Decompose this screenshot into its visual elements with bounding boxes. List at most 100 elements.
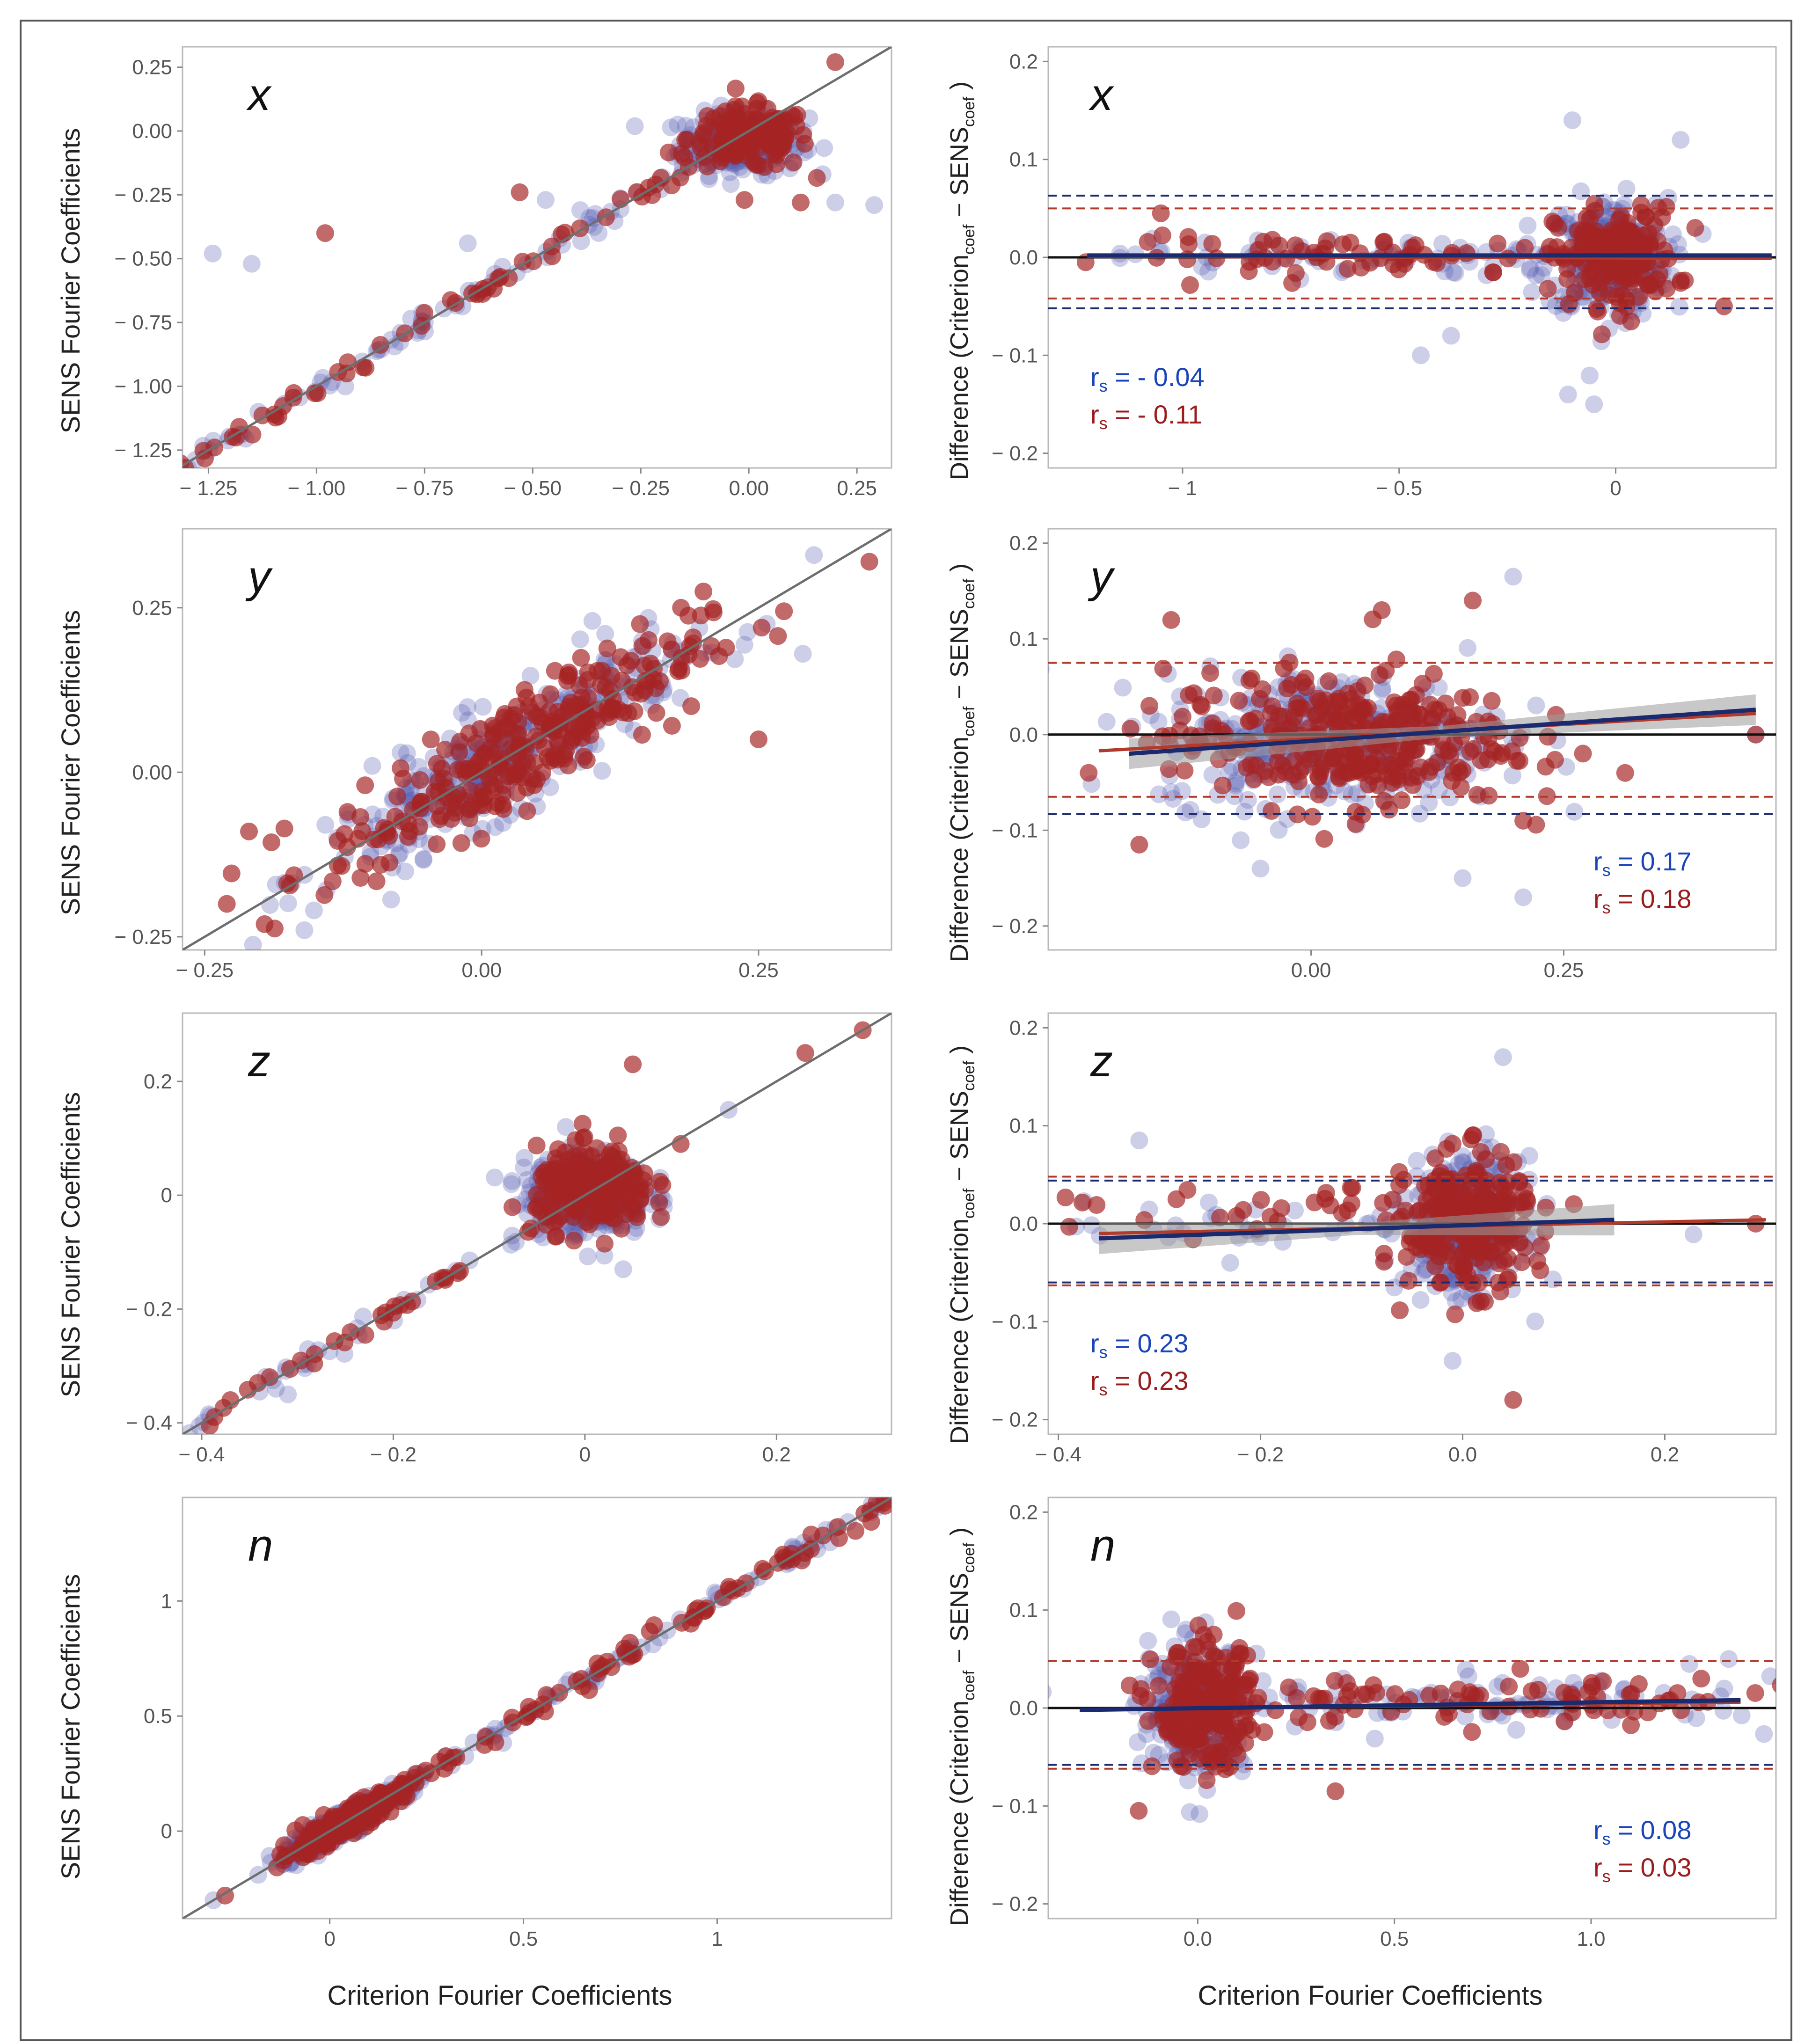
y-tick-label: − 0.75 bbox=[114, 311, 172, 334]
data-point-red bbox=[1489, 234, 1507, 253]
data-point-red bbox=[391, 1792, 409, 1810]
data-point-blue bbox=[1199, 263, 1217, 281]
panel-title: x bbox=[1089, 70, 1114, 120]
data-point-red bbox=[404, 801, 422, 819]
data-point-red bbox=[1396, 762, 1414, 780]
y-tick-label: 0.0 bbox=[1009, 246, 1038, 269]
data-point-red bbox=[1477, 1150, 1495, 1168]
data-point-red bbox=[1240, 672, 1258, 690]
data-point-red bbox=[682, 697, 701, 715]
data-point-red bbox=[1176, 761, 1194, 780]
y-tick-label: 0 bbox=[161, 1184, 172, 1207]
data-point-red bbox=[1307, 706, 1325, 724]
data-point-red bbox=[1315, 754, 1333, 772]
data-point-blue bbox=[279, 1385, 297, 1403]
data-point-red bbox=[494, 800, 512, 818]
data-point-red bbox=[802, 1540, 820, 1558]
data-point-blue bbox=[1572, 182, 1590, 200]
panel-x-scatter: − 1.25− 1.00− 0.75− 0.50− 0.25 0.00 0.25− … bbox=[114, 46, 892, 500]
data-point-red bbox=[672, 1135, 690, 1153]
data-point-red bbox=[796, 1044, 814, 1062]
data-point-red bbox=[880, 1497, 890, 1499]
data-point-blue bbox=[1459, 1667, 1477, 1686]
identity-line bbox=[183, 47, 891, 467]
data-point-red bbox=[261, 1368, 279, 1386]
data-point-red bbox=[623, 1646, 642, 1664]
data-point-blue bbox=[1420, 794, 1438, 812]
data-point-red bbox=[505, 706, 523, 724]
y-tick-label: 0.5 bbox=[144, 1705, 172, 1728]
data-point-red bbox=[598, 639, 616, 657]
data-point-blue bbox=[1223, 758, 1241, 776]
data-point-red bbox=[573, 1115, 592, 1133]
x-tick-label: 0.00 bbox=[1291, 959, 1331, 982]
data-point-blue bbox=[1411, 1291, 1430, 1309]
data-point-red bbox=[573, 688, 591, 707]
data-point-red bbox=[356, 854, 374, 873]
data-point-blue bbox=[1191, 1805, 1209, 1823]
data-point-blue bbox=[1559, 386, 1577, 404]
data-point-red bbox=[1558, 260, 1577, 278]
data-point-red bbox=[329, 832, 347, 850]
data-point-red bbox=[659, 143, 678, 161]
data-point-red bbox=[613, 1173, 631, 1191]
data-point-red bbox=[1457, 244, 1476, 263]
data-point-red bbox=[650, 1194, 668, 1212]
data-point-red bbox=[1178, 1181, 1197, 1199]
data-point-red bbox=[1478, 1235, 1497, 1253]
y-tick-label: − 0.50 bbox=[114, 248, 172, 270]
data-point-red bbox=[1181, 276, 1199, 294]
data-point-red bbox=[684, 628, 702, 647]
data-point-red bbox=[1140, 697, 1158, 715]
data-point-red bbox=[746, 110, 764, 128]
data-point-blue bbox=[1227, 772, 1245, 790]
data-point-red bbox=[560, 666, 578, 684]
x-tick-label: 0 bbox=[1610, 477, 1621, 500]
data-point-red bbox=[510, 762, 528, 781]
data-point-red bbox=[1461, 1242, 1479, 1260]
data-point-red bbox=[1549, 219, 1567, 237]
data-point-blue bbox=[518, 1171, 536, 1189]
data-point-blue bbox=[1523, 283, 1541, 301]
data-point-red bbox=[263, 833, 281, 851]
data-point-red bbox=[600, 708, 618, 726]
data-point-red bbox=[222, 864, 241, 883]
data-point-red bbox=[1616, 261, 1635, 279]
data-point-blue bbox=[541, 778, 559, 796]
data-point-red bbox=[1342, 1179, 1360, 1197]
data-point-blue bbox=[391, 744, 409, 762]
data-point-blue bbox=[279, 894, 297, 912]
data-point-red bbox=[698, 107, 716, 125]
data-point-red bbox=[305, 1819, 323, 1838]
data-point-red bbox=[574, 1129, 592, 1147]
data-point-red bbox=[1443, 1182, 1461, 1200]
data-point-blue bbox=[1585, 395, 1603, 413]
data-point-red bbox=[826, 53, 844, 71]
data-point-blue bbox=[414, 851, 432, 869]
data-point-red bbox=[508, 784, 526, 802]
data-point-blue bbox=[494, 814, 512, 832]
x-tick-label: 0.25 bbox=[837, 477, 877, 500]
data-point-red bbox=[1346, 815, 1365, 833]
data-point-blue bbox=[826, 193, 844, 212]
data-point-red bbox=[1653, 208, 1671, 226]
data-point-red bbox=[1370, 666, 1388, 684]
data-point-red bbox=[543, 1190, 561, 1209]
data-point-red bbox=[1056, 1188, 1074, 1206]
data-point-blue bbox=[1192, 810, 1211, 828]
data-point-red bbox=[767, 146, 786, 164]
data-point-red bbox=[663, 717, 681, 735]
data-point-red bbox=[518, 802, 536, 820]
x-tick-label: 0.0 bbox=[1448, 1443, 1477, 1466]
x-tick-label: 0.00 bbox=[729, 477, 769, 500]
data-point-red bbox=[527, 1136, 546, 1154]
data-point-red bbox=[601, 682, 619, 701]
data-point-red bbox=[1211, 1208, 1229, 1226]
data-point-blue bbox=[515, 1158, 533, 1176]
y-tick-label: 0.2 bbox=[1009, 1501, 1038, 1524]
data-point-red bbox=[1383, 774, 1402, 792]
data-point-blue bbox=[1547, 297, 1565, 315]
data-point-blue bbox=[1732, 1706, 1751, 1724]
data-point-red bbox=[702, 637, 721, 655]
data-point-blue bbox=[1494, 1048, 1512, 1066]
